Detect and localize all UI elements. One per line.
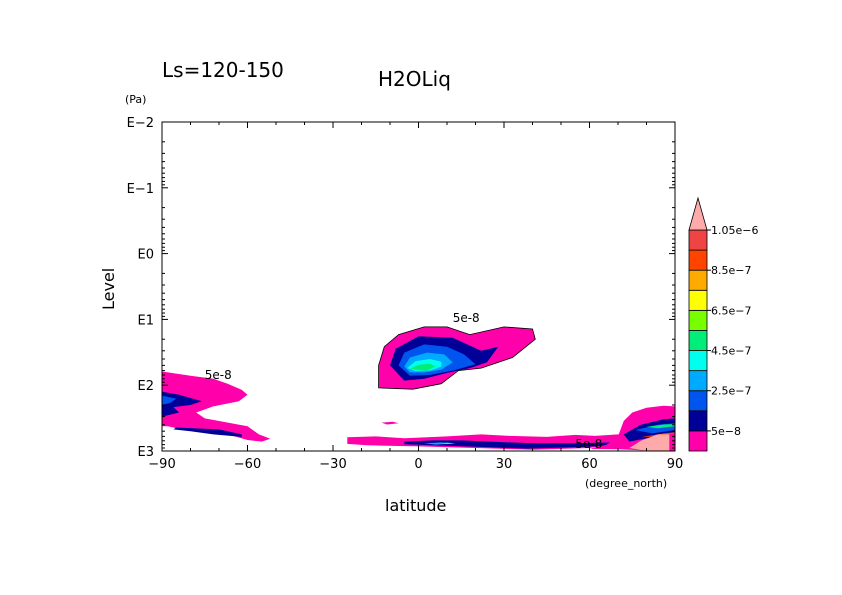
colorbar: 1.05e−6 8.5e−7 6.5e−7 4.5e−7 2.5e−7 5e−8: [688, 196, 758, 452]
x-axis-unit: (degree_north): [585, 477, 667, 490]
x-tick-label: 60: [581, 457, 598, 472]
x-tick-label: −90: [148, 457, 175, 472]
y-unit: (Pa): [125, 93, 146, 106]
colorbar-label: 4.5e−7: [711, 345, 751, 358]
contour-label: 5e-8: [205, 368, 232, 382]
region-south-polar-level-3: [162, 395, 177, 405]
colorbar-segment: [688, 330, 708, 351]
contour-line-tropical: [378, 326, 536, 390]
colorbar-segment: [688, 269, 708, 291]
x-axis: −90 −60 −30 0 30 60 90: [148, 122, 683, 472]
region-north-polar-level-6: [629, 434, 670, 451]
colorbar-label: 8.5e−7: [711, 264, 751, 277]
colorbar-label: 6.5e−7: [711, 304, 751, 317]
x-axis-label: latitude: [385, 496, 446, 515]
chart-title: H2OLiq: [378, 67, 451, 91]
colorbar-label: 2.5e−7: [711, 385, 751, 398]
chart-subtitle: Ls=120-150: [162, 58, 284, 82]
region-south-polar-edge: [173, 427, 242, 437]
plot-frame: [161, 121, 676, 452]
region-small-patch: [381, 421, 399, 425]
y-axis-label: Level: [99, 268, 118, 310]
contour-lines: [378, 326, 536, 390]
contour-label: 5e-8: [575, 437, 602, 451]
region-north-polar-level-4: [646, 424, 675, 429]
colorbar-segment: [688, 350, 708, 372]
y-tick-label: E3: [138, 445, 155, 460]
colorbar-arrow: [688, 196, 708, 231]
colorbar-segment: [688, 289, 708, 311]
colorbar-label: 1.05e−6: [711, 224, 758, 237]
contour-label-group: 5e-8 5e-8 5e-8: [205, 311, 602, 451]
colorbar-segment: [688, 229, 708, 251]
contour-plot: [162, 326, 675, 451]
y-tick-label: E2: [138, 379, 155, 394]
x-tick-label: 90: [667, 457, 684, 472]
colorbar-label: 5e−8: [711, 425, 741, 438]
x-tick-label: 30: [496, 457, 513, 472]
colorbar-segment: [688, 309, 708, 331]
y-tick-label: E−2: [127, 116, 154, 131]
colorbar-segment: [688, 370, 708, 392]
y-tick-label: E1: [138, 313, 155, 328]
y-tick-label: E0: [138, 248, 155, 263]
colorbar-segment: [688, 249, 708, 271]
region-tropical-level-6: [409, 363, 436, 371]
x-tick-label: −30: [319, 457, 346, 472]
x-tick-label: −60: [234, 457, 261, 472]
region-surface-level-4: [441, 442, 456, 445]
y-tick-label: E−1: [127, 182, 154, 197]
colorbar-segment: [688, 430, 708, 452]
region-south-polar-level-1: [162, 371, 271, 442]
contour-label: 5e-8: [453, 311, 480, 325]
colorbar-segment: [688, 390, 708, 412]
colorbar-segment: [688, 410, 708, 432]
y-axis: E−2 E−1 E0 E1 E2 E3: [127, 116, 675, 460]
region-surface-dark: [504, 443, 590, 447]
x-tick-label: 0: [414, 457, 422, 472]
